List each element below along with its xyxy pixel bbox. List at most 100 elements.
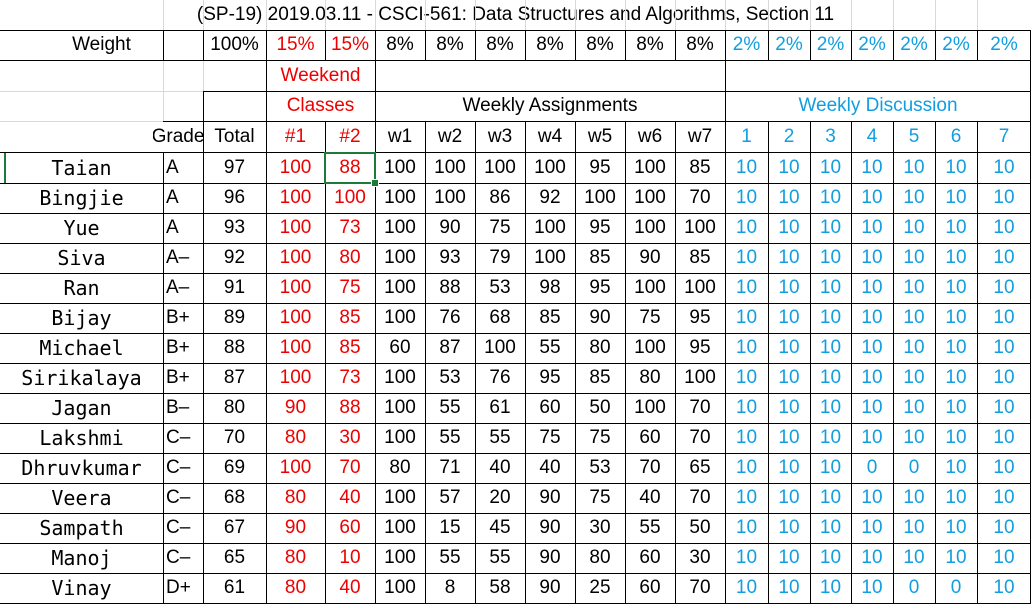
student-name[interactable]: Dhruvkumar [21, 456, 142, 480]
discussion-score-cell[interactable]: 10 [735, 457, 758, 478]
discussion-score-cell[interactable]: 10 [735, 577, 758, 598]
assignment-score-cell[interactable]: 85 [689, 157, 711, 178]
assignment-score-cell[interactable]: 60 [639, 427, 661, 448]
weekend-score-cell[interactable]: 73 [339, 367, 361, 388]
discussion-score-cell[interactable]: 10 [819, 457, 842, 478]
assignment-score-cell[interactable]: 100 [534, 217, 566, 238]
student-total[interactable]: 69 [223, 457, 246, 478]
weekend-score-cell[interactable]: 100 [334, 187, 366, 208]
assignment-score-cell[interactable]: 98 [539, 277, 561, 298]
assignment-score-cell[interactable]: 100 [384, 187, 416, 208]
weekend-score-cell[interactable]: 85 [339, 337, 361, 358]
student-total[interactable]: 80 [223, 397, 246, 418]
assignment-score-cell[interactable]: 95 [589, 217, 611, 238]
discussion-score-cell[interactable]: 10 [993, 157, 1015, 178]
weekend-score-cell[interactable]: 85 [339, 307, 361, 328]
student-name[interactable]: Michael [39, 336, 124, 360]
assignment-score-cell[interactable]: 53 [489, 277, 511, 298]
student-grade[interactable]: C– [166, 547, 191, 568]
assignment-score-cell[interactable]: 20 [489, 487, 511, 508]
assignment-score-cell[interactable]: 55 [539, 337, 561, 358]
discussion-score-cell[interactable]: 10 [903, 337, 925, 358]
discussion-score-cell[interactable]: 10 [861, 277, 883, 298]
discussion-score-cell[interactable]: 10 [903, 247, 925, 268]
student-total[interactable]: 65 [223, 547, 246, 568]
assignment-score-cell[interactable]: 70 [689, 397, 711, 418]
student-grade[interactable]: B+ [166, 337, 190, 358]
assignment-score-cell[interactable]: 95 [589, 157, 611, 178]
student-total[interactable]: 87 [223, 367, 246, 388]
weekend-score-cell[interactable]: 100 [279, 457, 312, 478]
discussion-score-cell[interactable]: 10 [861, 517, 883, 538]
assignment-score-cell[interactable]: 100 [634, 277, 666, 298]
weekend-score-cell[interactable]: 80 [284, 427, 307, 448]
student-name[interactable]: Ran [63, 276, 100, 300]
assignment-score-cell[interactable]: 100 [584, 187, 616, 208]
discussion-score-cell[interactable]: 10 [778, 187, 800, 208]
assignment-score-cell[interactable]: 57 [439, 487, 461, 508]
assignment-score-cell[interactable]: 75 [489, 217, 511, 238]
assignment-score-cell[interactable]: 85 [589, 367, 611, 388]
student-total[interactable]: 91 [223, 277, 246, 298]
assignment-score-cell[interactable]: 85 [689, 247, 711, 268]
discussion-score-cell[interactable]: 10 [993, 337, 1015, 358]
weekend-score-cell[interactable]: 75 [339, 277, 361, 298]
assignment-score-cell[interactable]: 100 [684, 277, 716, 298]
discussion-score-cell[interactable]: 10 [778, 217, 800, 238]
discussion-score-cell[interactable]: 10 [735, 547, 758, 568]
discussion-score-cell[interactable]: 10 [945, 547, 967, 568]
discussion-score-cell[interactable]: 10 [861, 487, 883, 508]
assignment-score-cell[interactable]: 95 [689, 307, 711, 328]
discussion-score-cell[interactable]: 10 [735, 337, 758, 358]
weekend-score-cell[interactable]: 30 [339, 427, 361, 448]
assignment-score-cell[interactable]: 70 [689, 187, 711, 208]
assignment-score-cell[interactable]: 100 [384, 157, 416, 178]
assignment-score-cell[interactable]: 100 [634, 157, 666, 178]
assignment-score-cell[interactable]: 80 [589, 337, 611, 358]
weekend-score-cell[interactable]: 80 [284, 577, 307, 598]
assignment-score-cell[interactable]: 100 [534, 247, 566, 268]
discussion-score-cell[interactable]: 10 [819, 187, 842, 208]
discussion-score-cell[interactable]: 10 [778, 277, 800, 298]
discussion-score-cell[interactable]: 10 [735, 367, 758, 388]
weekend-score-cell[interactable]: 100 [279, 247, 312, 268]
assignment-score-cell[interactable]: 100 [384, 367, 416, 388]
discussion-score-cell[interactable]: 10 [993, 427, 1015, 448]
discussion-score-cell[interactable]: 10 [903, 277, 925, 298]
discussion-score-cell[interactable]: 10 [903, 427, 925, 448]
discussion-score-cell[interactable]: 10 [861, 397, 883, 418]
student-name[interactable]: Manoj [51, 546, 112, 570]
weekend-score-cell[interactable]: 90 [284, 517, 307, 538]
assignment-score-cell[interactable]: 55 [439, 397, 461, 418]
student-total[interactable]: 96 [223, 187, 246, 208]
discussion-score-cell[interactable]: 10 [861, 577, 883, 598]
assignment-score-cell[interactable]: 76 [439, 307, 461, 328]
student-total[interactable]: 89 [223, 307, 246, 328]
discussion-score-cell[interactable]: 10 [735, 397, 758, 418]
assignment-score-cell[interactable]: 58 [489, 577, 511, 598]
discussion-score-cell[interactable]: 10 [819, 487, 842, 508]
assignment-score-cell[interactable]: 70 [689, 577, 711, 598]
discussion-score-cell[interactable]: 0 [950, 577, 962, 598]
assignment-score-cell[interactable]: 71 [439, 457, 461, 478]
assignment-score-cell[interactable]: 55 [639, 517, 661, 538]
discussion-score-cell[interactable]: 10 [861, 547, 883, 568]
discussion-score-cell[interactable]: 10 [993, 307, 1015, 328]
student-total[interactable]: 70 [223, 427, 246, 448]
assignment-score-cell[interactable]: 100 [434, 187, 466, 208]
discussion-score-cell[interactable]: 10 [945, 337, 967, 358]
assignment-score-cell[interactable]: 55 [489, 547, 511, 568]
fill-handle[interactable] [371, 179, 379, 187]
student-total[interactable]: 67 [223, 517, 246, 538]
discussion-score-cell[interactable]: 10 [903, 187, 925, 208]
student-total[interactable]: 92 [223, 247, 246, 268]
assignment-score-cell[interactable]: 40 [489, 457, 511, 478]
assignment-score-cell[interactable]: 85 [539, 307, 561, 328]
assignment-score-cell[interactable]: 90 [539, 577, 561, 598]
weekend-score-cell[interactable]: 100 [279, 307, 312, 328]
student-name[interactable]: Siva [57, 246, 106, 270]
assignment-score-cell[interactable]: 100 [384, 277, 416, 298]
assignment-score-cell[interactable]: 93 [439, 247, 461, 268]
discussion-score-cell[interactable]: 10 [819, 367, 842, 388]
discussion-score-cell[interactable]: 10 [861, 157, 883, 178]
